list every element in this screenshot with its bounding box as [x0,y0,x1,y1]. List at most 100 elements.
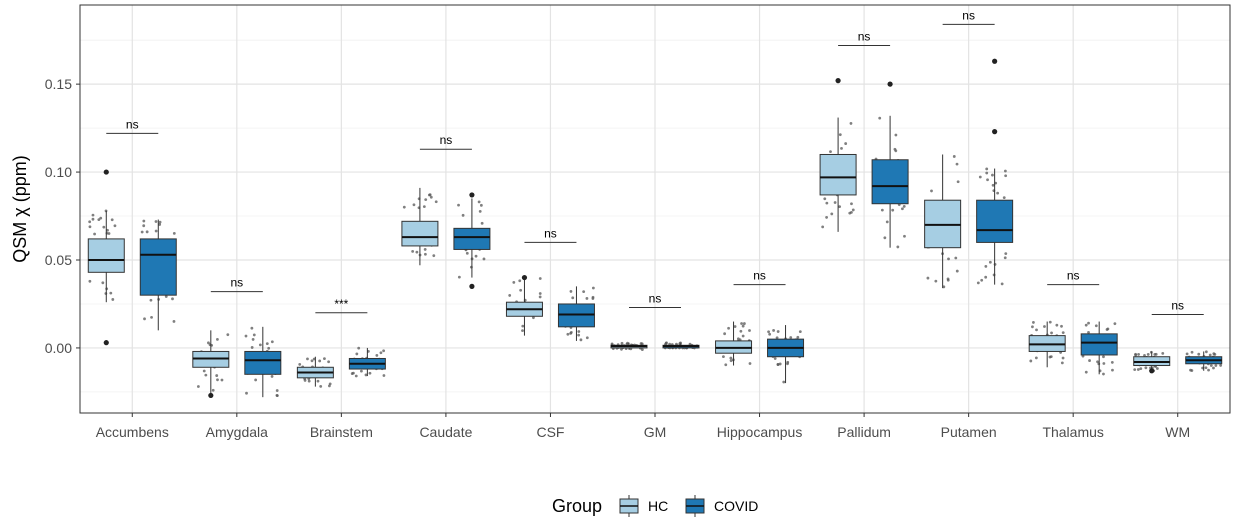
jitter-point [111,298,115,301]
jitter-point [776,363,780,366]
jitter-point [172,231,176,235]
outlier-point [469,192,475,198]
jitter-point [1087,321,1090,325]
jitter-point [1004,252,1008,256]
jitter-point [379,351,383,355]
jitter-point [298,363,302,366]
jitter-point [903,234,906,238]
jitter-point [955,269,959,273]
jitter-point [1048,320,1052,324]
jitter-point [833,201,837,204]
jitter-point [306,357,309,361]
jitter-point [585,336,589,340]
jitter-point [851,208,855,212]
jitter-point [724,363,728,367]
jitter-point [850,202,853,206]
jitter-point [1061,331,1065,335]
outlier-point [469,283,475,289]
jitter-point [258,343,262,347]
jitter-point [829,150,832,154]
jitter-point [582,290,586,294]
jitter-point [275,394,279,398]
jitter-point [423,252,427,256]
jitter-point [270,340,274,344]
jitter-point [145,230,149,234]
jitter-point [620,341,624,345]
jitter-point [323,357,326,360]
jitter-point [954,256,958,260]
jitter-point [429,195,433,199]
jitter-point [773,357,777,360]
jitter-point [154,220,158,223]
jitter-point [823,197,827,201]
jitter-point [741,334,745,338]
jitter-point [538,277,542,280]
x-tick-label: Hippocampus [717,424,803,440]
jitter-point [1155,367,1159,370]
jitter-point [838,133,842,137]
jitter-point [97,218,101,222]
jitter-point [639,342,643,345]
jitter-point [479,203,483,207]
jitter-point [251,338,255,341]
jitter-point [985,167,989,171]
jitter-point [798,330,802,334]
jitter-point [88,220,92,224]
jitter-point [1111,368,1114,372]
jitter-point [207,341,210,345]
jitter-point [1060,324,1063,328]
jitter-point [99,216,103,220]
outlier-point [887,81,893,87]
y-tick-label: 0.05 [45,252,72,268]
jitter-point [880,208,884,212]
jitter-point [1002,196,1006,200]
jitter-point [216,337,219,341]
jitter-point [319,384,323,388]
jitter-point [733,325,737,328]
significance-label: ns [126,117,139,131]
jitter-point [220,378,224,382]
y-axis-label: QSM χ (ppm) [10,155,30,262]
jitter-point [101,281,105,285]
significance-label: ns [544,226,557,240]
jitter-point [1094,324,1098,328]
jitter-point [577,330,581,333]
outlier-point [992,129,998,135]
jitter-point [980,278,984,282]
boxes [87,58,1223,399]
jitter-point [775,336,779,340]
jitter-point [723,332,727,336]
jitter-point [415,250,419,254]
jitter-point [142,219,146,223]
box [401,220,439,247]
jitter-point [1061,356,1065,360]
jitter-point [1212,366,1215,370]
jitter-point [620,347,623,351]
jitter-point [267,346,271,350]
jitter-point [1209,364,1213,367]
jitter-point [327,384,331,388]
jitter-point [640,348,644,352]
jitter-point [427,193,431,197]
jitter-point [91,217,95,221]
jitter-point [1146,353,1150,356]
significance-label: ns [962,8,975,22]
jitter-point [1208,353,1212,357]
jitter-point [252,333,256,337]
jitter-point [1003,256,1007,260]
jitter-point [772,329,775,332]
jitter-point [1214,364,1218,367]
jitter-point [566,332,570,336]
jitter-point [1049,355,1053,359]
jitter-point [521,324,525,328]
jitter-point [143,317,146,321]
x-tick-label: WM [1165,424,1190,440]
jitter-point [1185,352,1189,356]
jitter-point [1084,323,1088,327]
outlier-point [103,340,109,346]
jitter-point [310,359,314,363]
jitter-point [360,369,363,373]
jitter-point [985,171,989,175]
jitter-point [477,200,481,204]
jitter-point [202,369,206,373]
